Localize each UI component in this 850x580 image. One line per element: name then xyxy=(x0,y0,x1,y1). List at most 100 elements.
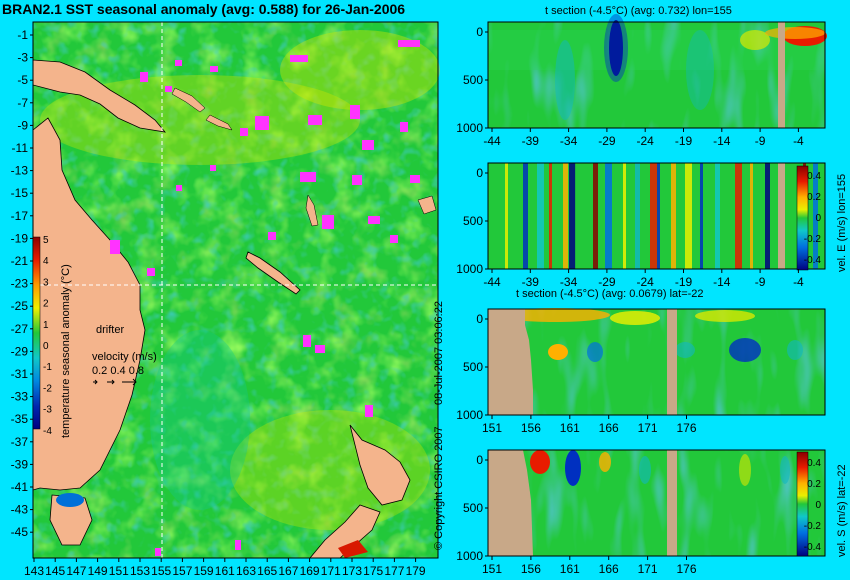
section-axes: 0 500 1000 -44 -39 -34 -29 -24 -19 -14 -9 -4 0 500 100… xyxy=(456,25,821,576)
velocity-values: 0.2 0.4 0.8 xyxy=(92,365,144,377)
vel-stripe xyxy=(623,163,626,269)
section-x-tick-label: -4 xyxy=(793,134,804,148)
sst-colorbar-tick-label: 0 xyxy=(43,341,49,352)
vel-e-colorbar xyxy=(796,165,809,271)
sst-colorbar-tick-label: 1 xyxy=(43,320,49,331)
section-x-tick-label: -19 xyxy=(675,134,693,148)
vel-stripe xyxy=(635,163,640,269)
section-x-tick-label: -24 xyxy=(637,275,655,289)
section-x-tick-label: -14 xyxy=(713,134,731,148)
section-y-tick-label: 0 xyxy=(476,453,483,467)
vel-s-colorbar xyxy=(796,451,809,557)
vel-stripe xyxy=(563,163,568,269)
map-y-tick-label: -7 xyxy=(17,96,28,110)
map-y-axis: -1 -3 -5 -7 -9 -11 -13 -15 -17 -19 -21 -23 -25 -27 -29… xyxy=(11,28,33,539)
map-y-tick-label: -45 xyxy=(11,525,29,539)
map-y-tick-label: -29 xyxy=(11,344,29,358)
vel-stripe xyxy=(537,163,544,269)
section-x-tick-label: -19 xyxy=(675,275,693,289)
vel-stripe xyxy=(575,163,578,269)
panel-t-section-lon xyxy=(487,14,827,129)
map-x-tick-label: 171 xyxy=(321,564,341,578)
map-x-tick-label: 159 xyxy=(194,564,214,578)
section-x-tick-label: -9 xyxy=(755,275,766,289)
map-x-tick-label: 163 xyxy=(236,564,256,578)
map-x-tick-label: 165 xyxy=(257,564,277,578)
map-y-tick-label: -25 xyxy=(11,299,29,313)
main-title: BRAN2.1 SST seasonal anomaly (avg: 0.588… xyxy=(2,1,406,17)
section-x-tick-label: -39 xyxy=(522,134,540,148)
vel-colorbar-tick-label: 0.2 xyxy=(807,479,821,490)
vel-stripe xyxy=(549,163,552,269)
section-x-tick-label: -9 xyxy=(755,134,766,148)
map-y-tick-label: -19 xyxy=(11,231,29,245)
map-x-tick-label: 175 xyxy=(363,564,383,578)
vel-colorbar-tick-label: -0.4 xyxy=(804,255,822,266)
vel-stripe xyxy=(750,163,753,269)
map-y-tick-label: -15 xyxy=(11,186,29,200)
map-y-tick-label: -3 xyxy=(17,51,28,65)
section-x-tick-label: -34 xyxy=(560,275,578,289)
sst-colorbar-tick-label: 4 xyxy=(43,256,49,267)
panel1-title: t section (-4.5°C) (avg: 0.732) lon=155 xyxy=(545,5,732,17)
vel-stripe xyxy=(505,163,508,269)
velocity-label: velocity (m/s) xyxy=(92,351,157,363)
map-y-tick-label: -23 xyxy=(11,277,29,291)
map-x-tick-label: 151 xyxy=(109,564,129,578)
map-x-tick-label: 157 xyxy=(172,564,192,578)
panel3-title: t section (-4.5°C) (avg: 0.0679) lat=-22 xyxy=(516,288,704,300)
map-y-tick-label: -11 xyxy=(12,141,29,155)
section-y-tick-label: 500 xyxy=(463,73,483,87)
vel-colorbar-tick-label: -0.2 xyxy=(804,234,822,245)
section-y-tick-label: 500 xyxy=(463,501,483,515)
vel-colorbar-tick-label: 0.4 xyxy=(807,171,821,182)
map-y-tick-label: -31 xyxy=(11,367,29,381)
section-panels: 0 500 1000 -44 -39 -34 -29 -24 -19 -14 -9 -4 0 500 100… xyxy=(456,14,827,576)
map-y-tick-label: -21 xyxy=(11,254,29,268)
section-x-tick-label: -29 xyxy=(598,134,616,148)
section-x-tick-label: 171 xyxy=(638,421,658,435)
vel-stripe xyxy=(593,163,598,269)
vel-stripe xyxy=(790,163,797,269)
section-x-tick-label: 161 xyxy=(560,421,580,435)
map-x-axis: 143 145 147 149 151 153 155 157 159 161 163 165 167 1… xyxy=(24,558,426,578)
map-y-tick-label: -43 xyxy=(11,503,29,517)
section-x-tick-label: -24 xyxy=(637,134,655,148)
vel-colorbar-tick-label: -0.2 xyxy=(804,521,822,532)
map-y-tick-label: -27 xyxy=(11,322,29,336)
drifter-markers xyxy=(110,40,420,556)
sst-colorbar-tick-label: -1 xyxy=(43,362,52,373)
vel-stripe xyxy=(765,163,770,269)
sst-colorbar-tick-label: 2 xyxy=(43,299,49,310)
map-y-tick-label: -41 xyxy=(11,480,29,494)
vel-colorbar-tick-label: 0 xyxy=(815,213,821,224)
panel-vel-s-lat xyxy=(487,449,826,557)
vel-stripe xyxy=(569,163,576,269)
map-y-tick-label: -5 xyxy=(17,73,28,87)
vel-stripe xyxy=(671,163,676,269)
map-y-tick-label: -35 xyxy=(11,412,29,426)
section-x-tick-label: -14 xyxy=(713,275,731,289)
section-x-tick-label: 166 xyxy=(599,421,619,435)
vel-stripe xyxy=(657,163,660,269)
vel-colorbar-tick-label: 0.2 xyxy=(807,192,821,203)
section-y-tick-label: 0 xyxy=(476,25,483,39)
section-y-tick-label: 1000 xyxy=(456,408,483,422)
map-y-tick-label: -39 xyxy=(11,457,29,471)
vel-stripe xyxy=(813,163,818,269)
panel-t-section-lat xyxy=(487,308,826,416)
drifter-label: drifter xyxy=(96,324,125,336)
section-x-tick-label: -29 xyxy=(598,275,616,289)
section-x-tick-label: -39 xyxy=(522,275,540,289)
vel-stripe xyxy=(605,163,612,269)
vel-stripe xyxy=(650,163,657,269)
map-y-tick-label: -1 xyxy=(17,28,28,42)
section-y-tick-label: 500 xyxy=(463,360,483,374)
section-y-tick-label: 1000 xyxy=(456,262,483,276)
velocity-arrows xyxy=(93,378,137,386)
section-x-tick-label: -44 xyxy=(483,134,501,148)
vel-stripe xyxy=(523,163,528,269)
section-x-tick-label: -34 xyxy=(560,134,578,148)
map-land xyxy=(32,59,437,559)
map-x-tick-label: 155 xyxy=(151,564,171,578)
